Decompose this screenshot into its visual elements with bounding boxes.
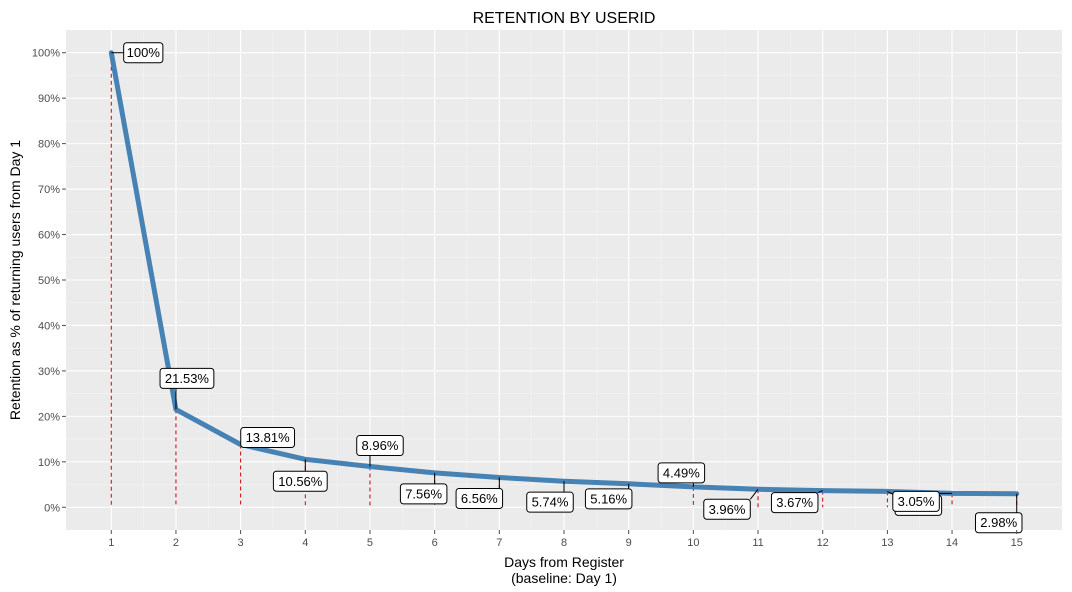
y-tick-label: 60% — [38, 230, 60, 242]
x-axis-title: Days from Register — [504, 554, 624, 570]
x-tick-label: 14 — [946, 537, 958, 549]
y-tick-label: 30% — [38, 366, 60, 378]
x-tick-label: 3 — [238, 537, 244, 549]
x-tick-label: 5 — [367, 537, 373, 549]
data-label-text: 3.05% — [898, 494, 935, 509]
x-tick-label: 1 — [108, 537, 114, 549]
label-leader — [817, 490, 823, 494]
x-tick-label: 11 — [752, 537, 763, 549]
data-label: 5.74% — [526, 491, 574, 513]
x-tick-label: 6 — [432, 537, 438, 549]
data-labels: 100% 21.53% 13.81% 10.56% 8.96% 7.56% 6.56% 5.7… — [123, 42, 1023, 534]
data-label-text: 5.74% — [532, 495, 569, 510]
data-label: 3.67% — [770, 492, 819, 514]
x-tick-label: 9 — [626, 537, 632, 549]
y-tick-label: 10% — [38, 457, 60, 469]
data-label-box — [272, 470, 328, 492]
data-label-box — [974, 512, 1023, 534]
data-label: 13.81% — [240, 427, 296, 448]
x-tick-label: 12 — [817, 537, 829, 549]
y-tick-label: 20% — [38, 411, 60, 423]
data-label-text: 3.96% — [709, 502, 746, 517]
data-label-text: 2.98% — [980, 515, 1017, 530]
data-label: 3.96% — [703, 498, 751, 520]
data-label: 8.96% — [356, 435, 404, 457]
y-tick-label: 0% — [44, 502, 60, 514]
data-label-box — [455, 487, 504, 509]
label-leader-lines — [111, 52, 1018, 513]
x-tick-label: 2 — [173, 537, 179, 549]
y-tick-label: 50% — [38, 275, 60, 287]
data-label-box — [892, 490, 940, 512]
data-label: 5.16% — [584, 488, 633, 510]
data-label: 10.56% — [272, 470, 328, 492]
x-tick-label: 10 — [687, 537, 699, 549]
data-label-box — [123, 42, 164, 64]
y-tick-label: 90% — [38, 93, 60, 105]
data-label: 3.05% — [892, 490, 940, 512]
x-tick-label: 15 — [1011, 537, 1023, 549]
data-label: 2.98% — [974, 512, 1023, 534]
data-label-text: 5.16% — [590, 491, 627, 506]
y-tick-label: 100% — [32, 48, 60, 60]
data-label-box — [240, 427, 296, 448]
x-tick-label: 13 — [881, 537, 893, 549]
data-label-text: 8.96% — [362, 438, 399, 453]
data-label-box — [584, 488, 633, 510]
chart-title: RETENTION BY USERID — [473, 10, 656, 27]
data-label-text: 13.81% — [246, 430, 291, 445]
data-label-box — [526, 491, 574, 513]
data-label: 21.53% — [159, 367, 215, 389]
x-tick-label: 8 — [561, 537, 567, 549]
data-label: 7.56% — [399, 483, 448, 505]
data-label-box — [703, 498, 751, 520]
y-tick-label: 70% — [38, 184, 60, 196]
data-label: 6.56% — [455, 487, 504, 509]
data-label-text: 10.56% — [278, 474, 323, 489]
x-axis-subtitle: (baseline: Day 1) — [511, 570, 617, 586]
x-axis-ticks: 1 2 3 4 5 6 7 8 9 10 11 12 13 14 15 — [108, 530, 1023, 549]
y-axis-ticks: 0% 10% 20% 30% 40% 50% 60% 70% 80% 90% 100% — [32, 48, 66, 514]
data-label-text: 6.56% — [461, 491, 498, 506]
label-leader — [749, 488, 759, 500]
data-label-box — [159, 367, 215, 389]
data-label-text: 100% — [127, 45, 161, 60]
data-label: 4.49% — [657, 462, 706, 484]
data-label-box — [657, 462, 706, 484]
y-axis-title: Retention as % of returning users from D… — [7, 140, 23, 420]
data-label-box — [399, 483, 448, 505]
y-tick-label: 40% — [38, 320, 60, 332]
data-label-text: 4.49% — [663, 465, 700, 480]
y-tick-label: 80% — [38, 139, 60, 151]
x-tick-label: 4 — [302, 537, 308, 549]
data-label-text: 3.67% — [776, 495, 813, 510]
data-label-text: 7.56% — [405, 486, 442, 501]
data-label-box — [770, 492, 819, 514]
x-tick-label: 7 — [496, 537, 502, 549]
data-label-box — [356, 435, 404, 457]
data-label: 100% — [123, 42, 164, 64]
data-label-text: 21.53% — [165, 371, 210, 386]
